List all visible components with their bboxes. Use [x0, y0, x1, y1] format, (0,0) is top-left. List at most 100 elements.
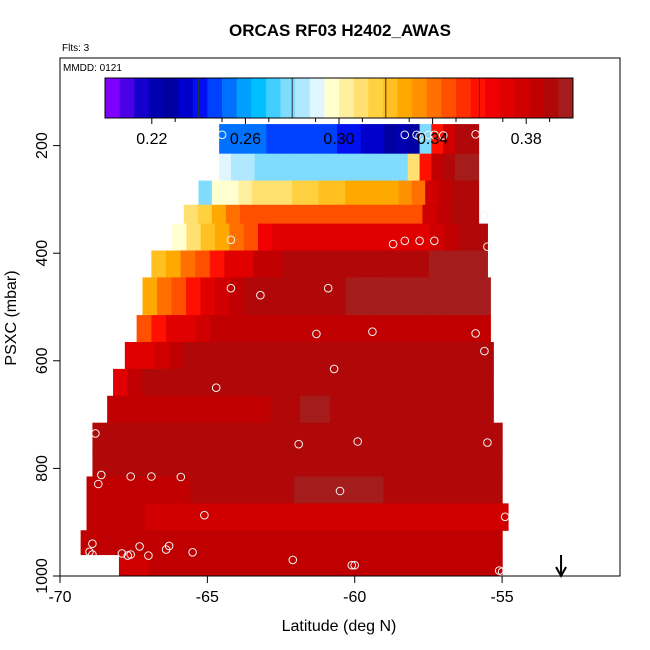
heatmap-cell — [374, 395, 390, 424]
heatmap-cell — [487, 449, 503, 478]
heatmap-cell — [404, 341, 421, 370]
heatmap-cell — [419, 341, 435, 370]
colorbar-swatch — [412, 78, 428, 118]
heatmap-cell — [324, 476, 340, 504]
heatmap-cell — [431, 315, 447, 343]
heatmap-cell — [139, 341, 155, 370]
heatmap-cell — [473, 223, 488, 252]
heatmap-cell — [177, 554, 194, 576]
heatmap-cell — [366, 204, 381, 225]
heatmap-cell — [399, 250, 415, 279]
heatmap-cell — [329, 395, 346, 424]
heatmap-cell — [454, 124, 468, 155]
heatmap-cell — [352, 204, 367, 225]
heatmap-cell — [297, 250, 313, 279]
heatmap-cell — [229, 223, 245, 252]
heatmap-cell — [428, 422, 445, 451]
heatmap-cell — [268, 204, 283, 225]
heatmap-cell — [385, 530, 401, 556]
heatmap-cell — [428, 554, 444, 576]
data-point — [430, 236, 439, 246]
heatmap-cell — [200, 368, 217, 397]
heatmap-cell — [230, 368, 246, 397]
heatmap-cell — [163, 554, 179, 576]
heatmap-cell — [133, 554, 150, 576]
heatmap-cell — [466, 153, 480, 182]
heatmap-cell — [225, 395, 242, 424]
heatmap-cell — [124, 530, 140, 556]
data-point — [353, 437, 363, 446]
data-point — [226, 235, 236, 245]
heatmap-cell — [370, 422, 386, 451]
heatmap-cell — [448, 395, 465, 424]
heatmap-cell — [194, 449, 211, 478]
heatmap-cell — [173, 503, 189, 531]
data-point — [211, 383, 221, 393]
data-point — [483, 242, 492, 251]
heatmap-cell — [255, 395, 272, 424]
data-point — [126, 472, 135, 481]
heatmap-cell — [372, 153, 385, 182]
data-point — [161, 545, 171, 554]
heatmap-cell — [300, 395, 316, 424]
heatmap-cell — [360, 124, 374, 155]
heatmap-cell — [150, 449, 167, 478]
colorbar-tick-label: 0.30 — [323, 131, 354, 148]
heatmap-cell — [266, 124, 279, 155]
heatmap-cell — [229, 277, 245, 316]
heatmap-cell — [385, 250, 401, 279]
data-point — [471, 329, 480, 338]
heatmap-cell — [361, 368, 377, 397]
heatmap-cell — [285, 395, 301, 424]
data-point — [388, 239, 398, 249]
heatmap-cell — [180, 315, 197, 343]
heatmap-cell — [362, 503, 378, 531]
heatmap-cell — [124, 341, 141, 370]
heatmap-cell — [215, 368, 231, 397]
heatmap-cell — [278, 153, 291, 182]
heatmap-cell — [268, 250, 284, 279]
heatmap-cell — [449, 368, 465, 397]
colorbar-swatch — [456, 78, 472, 118]
data-point — [415, 132, 424, 141]
heatmap-cell — [290, 503, 306, 531]
heatmap-cell — [457, 554, 474, 576]
heatmap-cell — [475, 277, 491, 316]
heatmap-cell — [317, 368, 333, 397]
heatmap-cell — [253, 204, 269, 225]
heatmap-cell — [331, 341, 347, 370]
heatmap-cell — [272, 277, 289, 316]
heatmap-cell — [295, 554, 312, 576]
data-point — [117, 549, 127, 558]
plot-frame — [59, 57, 621, 577]
heatmap-cell — [434, 368, 450, 397]
colorbar-swatch — [222, 78, 238, 118]
colorbar-swatch — [207, 78, 223, 118]
heatmap-cell — [318, 180, 333, 206]
heatmap-cell — [166, 395, 183, 424]
heatmap-cell — [183, 341, 200, 370]
heatmap-cell — [224, 250, 240, 279]
heatmap-cell — [422, 204, 438, 225]
heatmap-cell — [239, 204, 255, 225]
colorbar-swatch — [251, 78, 267, 118]
data-point — [94, 479, 103, 489]
heatmap-cell — [355, 250, 372, 279]
data-point — [176, 472, 186, 482]
heatmap-cell — [434, 341, 450, 370]
heatmap-cell — [190, 476, 206, 504]
heatmap-cell — [400, 530, 416, 556]
heatmap-cell — [142, 368, 158, 397]
heatmap-cell — [282, 449, 298, 478]
heatmap-cell — [251, 554, 267, 576]
heatmap-cell — [325, 554, 341, 576]
heatmap-cell — [151, 315, 167, 343]
heatmap-cell — [145, 476, 162, 504]
heatmap-cell — [281, 554, 297, 576]
heatmap-cell — [401, 315, 418, 343]
heatmap-cell — [388, 277, 404, 316]
heatmap-cell — [463, 395, 480, 424]
y-tick-label: 800 — [34, 455, 51, 482]
y-tick-label: 600 — [34, 347, 51, 374]
heatmap-cell — [258, 223, 273, 252]
